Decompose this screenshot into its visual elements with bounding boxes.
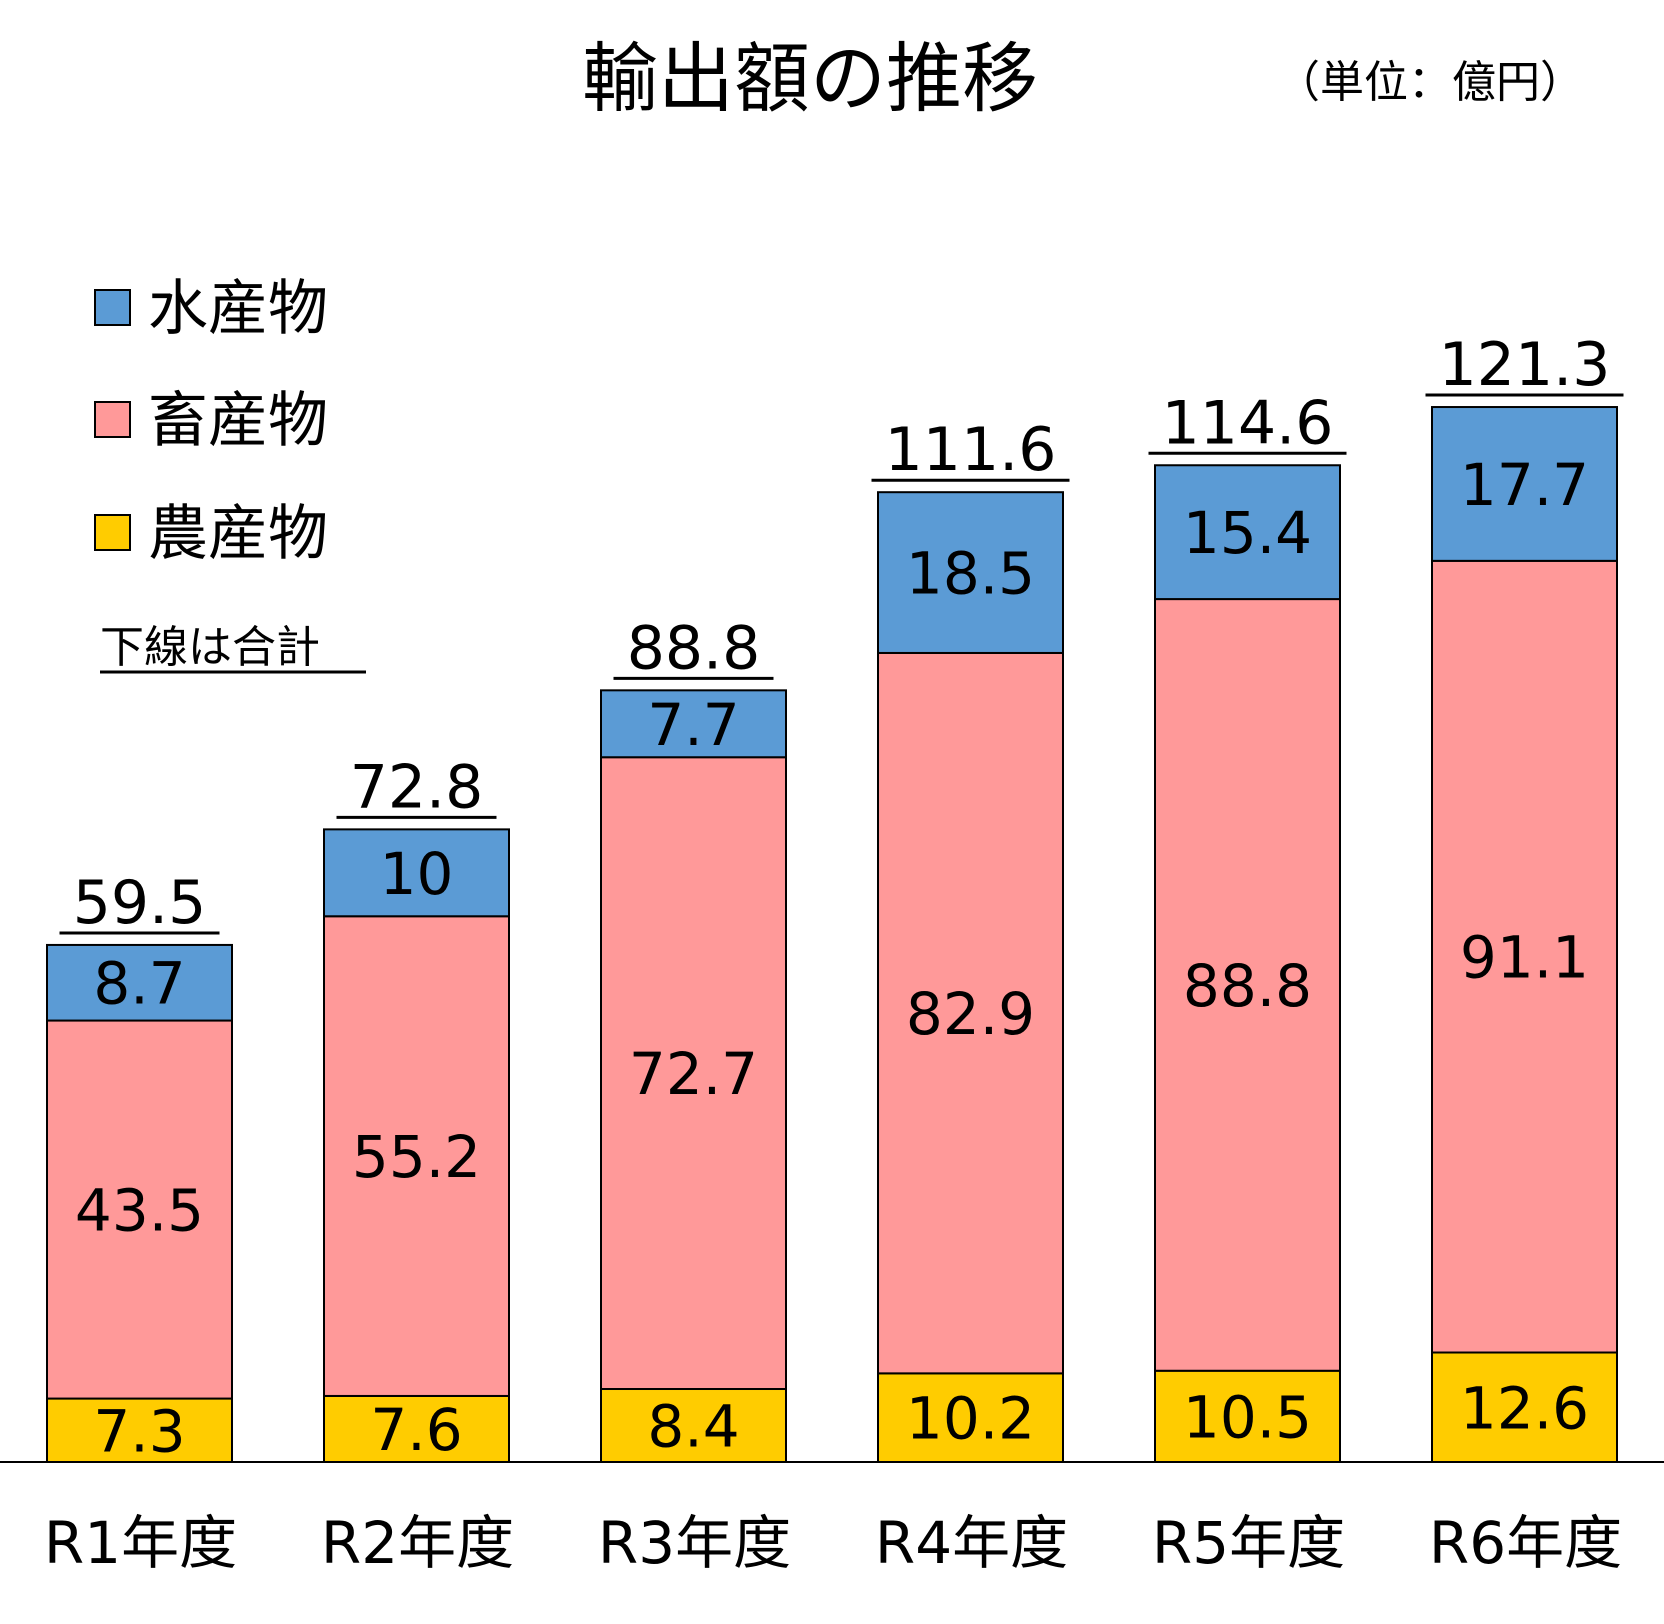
data-label-livestock-3: 72.7 <box>629 1040 758 1108</box>
bar-segment-livestock-3 <box>600 756 787 1391</box>
bar-segment-fishery-1 <box>46 943 233 1022</box>
bar-segment-livestock-1 <box>46 1019 233 1400</box>
bar-stack-4: 10.2 82.9 18.5 111.6 <box>871 415 1070 1464</box>
bar-stack-6: 12.6 91.1 17.7 121.3 <box>1425 330 1624 1463</box>
data-label-agri-6: 12.6 <box>1460 1374 1589 1442</box>
bar-segment-agri-3 <box>600 1388 787 1464</box>
bar-stack-3: 8.4 72.7 7.7 88.8 <box>600 613 787 1464</box>
bar-segment-agri-2 <box>323 1394 510 1464</box>
data-label-livestock-4: 82.9 <box>906 980 1035 1048</box>
x-tick-label-5: R5年度 <box>1152 1509 1345 1577</box>
category-labels: R1年度 R2年度 R3年度 R4年度 R5年度 R6年度 <box>44 1509 1622 1577</box>
data-label-fishery-3: 7.7 <box>647 691 739 759</box>
bar-stack-1: 7.3 43.5 8.7 59.5 <box>46 868 233 1465</box>
bar-stack-5: 10.5 88.8 15.4 114.6 <box>1148 388 1347 1464</box>
chart-title: 輸出額の推移 <box>582 34 1038 123</box>
total-label-5: 114.6 <box>1162 388 1334 458</box>
bar-stack-2: 7.6 55.2 10 72.8 <box>323 752 510 1464</box>
legend-label-fishery: 水産物 <box>148 274 328 344</box>
x-tick-label-6: R6年度 <box>1429 1509 1622 1577</box>
total-label-1: 59.5 <box>73 868 207 938</box>
bar-segment-livestock-2 <box>323 915 510 1397</box>
bar-segment-fishery-2 <box>323 828 510 918</box>
data-label-livestock-2: 55.2 <box>352 1123 481 1191</box>
data-label-livestock-6: 91.1 <box>1460 924 1589 992</box>
bar-segment-agri-4 <box>877 1372 1064 1464</box>
data-label-fishery-1: 8.7 <box>93 950 185 1018</box>
note-text: 下線は合計 <box>100 622 320 673</box>
data-label-agri-1: 7.3 <box>93 1397 185 1465</box>
data-label-fishery-4: 18.5 <box>906 540 1035 608</box>
bar-segment-fishery-4 <box>877 491 1064 654</box>
legend-label-livestock: 畜産物 <box>148 386 328 456</box>
data-label-fishery-5: 15.4 <box>1183 499 1312 567</box>
data-label-agri-2: 7.6 <box>370 1396 462 1464</box>
legend-swatch-fishery <box>94 289 131 326</box>
x-tick-label-1: R1年度 <box>44 1509 237 1577</box>
bar-segment-fishery-5 <box>1154 464 1341 601</box>
total-underline-note: 下線は合計 <box>100 622 366 674</box>
x-tick-label-4: R4年度 <box>875 1509 1068 1577</box>
bar-segment-agri-6 <box>1431 1351 1618 1463</box>
legend-swatch-agri <box>94 514 131 551</box>
data-label-agri-3: 8.4 <box>647 1393 739 1461</box>
bar-segment-fishery-3 <box>600 689 787 759</box>
legend-label-agri: 農産物 <box>148 499 328 569</box>
data-label-livestock-5: 88.8 <box>1183 952 1312 1020</box>
x-tick-label-3: R3年度 <box>598 1509 791 1577</box>
data-label-livestock-1: 43.5 <box>75 1177 204 1245</box>
bar-segment-livestock-4 <box>877 651 1064 1375</box>
bar-segment-livestock-5 <box>1154 598 1341 1372</box>
bars: 7.3 43.5 8.7 59.5 7.6 55.2 10 72.8 8.4 72.7 7.7 88.… <box>46 330 1624 1465</box>
total-label-6: 121.3 <box>1439 330 1611 400</box>
total-label-4: 111.6 <box>885 415 1057 485</box>
data-label-agri-5: 10.5 <box>1183 1383 1312 1451</box>
x-tick-label-2: R2年度 <box>321 1509 514 1577</box>
total-label-3: 88.8 <box>627 613 761 683</box>
data-label-fishery-2: 10 <box>380 840 454 908</box>
data-label-agri-4: 10.2 <box>906 1385 1035 1453</box>
bar-segment-fishery-6 <box>1431 406 1618 562</box>
legend-swatch-livestock <box>94 401 131 438</box>
unit-label: （単位：億円） <box>1276 57 1584 108</box>
total-label-2: 72.8 <box>350 752 484 822</box>
data-label-fishery-6: 17.7 <box>1460 451 1589 519</box>
